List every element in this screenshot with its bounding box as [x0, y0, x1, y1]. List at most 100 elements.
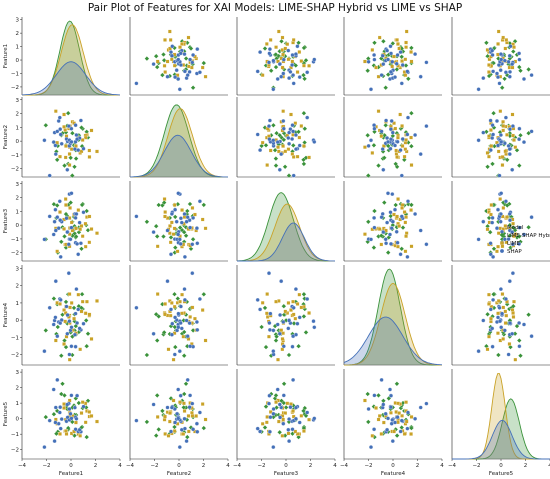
- kde-area-lime: [344, 283, 442, 365]
- point-lime-shap-hybrid: [301, 313, 307, 319]
- point-lime: [280, 337, 285, 341]
- point-lime: [404, 29, 409, 34]
- point-lime: [175, 73, 180, 78]
- point-shap: [178, 393, 183, 398]
- point-shap: [255, 132, 260, 137]
- point-lime: [485, 347, 490, 352]
- y-tick-label: 0: [16, 139, 20, 145]
- point-lime: [510, 112, 515, 117]
- point-lime: [400, 144, 405, 148]
- point-shap: [178, 304, 183, 309]
- point-lime: [397, 46, 402, 51]
- point-lime-shap-hybrid: [172, 214, 178, 220]
- point-shap: [179, 220, 184, 225]
- kde-line-lime: [237, 203, 335, 262]
- x-tick-label: −4: [233, 463, 242, 469]
- point-lime: [390, 64, 395, 69]
- point-lime-shap-hybrid: [201, 425, 207, 431]
- point-shap: [394, 229, 399, 234]
- point-lime: [409, 415, 414, 419]
- point-shap: [188, 57, 193, 62]
- point-shap: [381, 167, 386, 172]
- point-shap: [66, 271, 71, 276]
- point-lime: [297, 50, 302, 54]
- point-shap: [165, 228, 170, 233]
- x-axis-label: Feature4: [381, 471, 406, 477]
- point-lime-shap-hybrid: [184, 208, 190, 214]
- point-lime-shap-hybrid: [262, 305, 268, 311]
- point-shap: [290, 427, 295, 432]
- point-lime: [283, 149, 288, 154]
- point-shap: [291, 305, 296, 310]
- point-lime-shap-hybrid: [259, 324, 265, 330]
- point-lime: [89, 337, 94, 341]
- point-lime-shap-hybrid: [184, 434, 190, 440]
- point-lime: [404, 40, 408, 45]
- point-lime: [513, 357, 518, 362]
- point-shap: [384, 118, 389, 123]
- point-lime: [504, 313, 509, 318]
- point-lime-shap-hybrid: [153, 223, 159, 229]
- kde-line-lime: [344, 282, 442, 366]
- point-lime: [363, 232, 367, 237]
- point-shap: [134, 418, 139, 423]
- kde-area-lime: [237, 204, 335, 261]
- point-lime-shap-hybrid: [58, 353, 64, 359]
- point-lime-shap-hybrid: [156, 426, 162, 432]
- point-shap: [490, 48, 495, 53]
- point-lime: [172, 304, 177, 309]
- point-lime: [180, 42, 184, 46]
- point-shap: [398, 50, 403, 55]
- point-shap: [490, 344, 495, 349]
- x-tick-label: 4: [333, 463, 337, 469]
- point-shap: [286, 48, 291, 53]
- point-lime: [87, 155, 92, 159]
- x-tick-label: 4: [226, 463, 230, 469]
- point-lime-shap-hybrid: [405, 201, 411, 207]
- point-lime: [487, 63, 491, 67]
- point-lime-shap-hybrid: [58, 239, 64, 245]
- point-lime-shap-hybrid: [365, 419, 371, 425]
- point-lime: [487, 292, 491, 297]
- kde-area-lime-shap-hybrid: [237, 192, 335, 261]
- panel-Feature3-vs-Feature4: [343, 181, 442, 262]
- point-lime: [165, 59, 170, 64]
- point-lime: [178, 45, 182, 50]
- point-lime: [181, 432, 186, 436]
- point-lime: [512, 45, 516, 50]
- legend-entry-shap: SHAP: [507, 249, 522, 255]
- x-tick-label: 2: [309, 463, 313, 469]
- point-lime-shap-hybrid: [71, 164, 78, 170]
- point-shap: [389, 118, 394, 124]
- point-shap: [184, 318, 189, 323]
- point-lime-shap-hybrid: [408, 425, 414, 431]
- point-shap: [494, 118, 500, 124]
- point-lime-shap-hybrid: [273, 64, 279, 70]
- point-lime: [404, 419, 409, 424]
- point-lime-shap-hybrid: [201, 60, 207, 66]
- point-lime: [503, 149, 508, 154]
- point-shap: [47, 214, 52, 219]
- point-lime-shap-hybrid: [375, 392, 382, 398]
- point-lime-shap-hybrid: [483, 40, 489, 46]
- point-shap: [491, 69, 496, 74]
- point-lime: [409, 163, 414, 167]
- kde-area-shap: [237, 223, 335, 261]
- point-shap: [258, 429, 263, 434]
- point-shap: [151, 331, 156, 336]
- point-shap: [182, 297, 187, 302]
- x-tick-label: 4: [440, 463, 444, 469]
- point-shap: [75, 137, 80, 142]
- y-tick-label: −2: [11, 353, 19, 359]
- point-lime: [409, 59, 414, 64]
- point-lime-shap-hybrid: [365, 219, 371, 225]
- point-lime-shap-hybrid: [144, 352, 150, 358]
- point-shap: [81, 321, 86, 326]
- point-shap: [185, 215, 190, 220]
- point-lime-shap-hybrid: [201, 291, 207, 297]
- point-lime-shap-hybrid: [274, 405, 280, 411]
- point-lime: [501, 206, 506, 210]
- point-lime: [286, 431, 291, 436]
- point-shap: [51, 387, 56, 392]
- point-lime: [190, 305, 195, 310]
